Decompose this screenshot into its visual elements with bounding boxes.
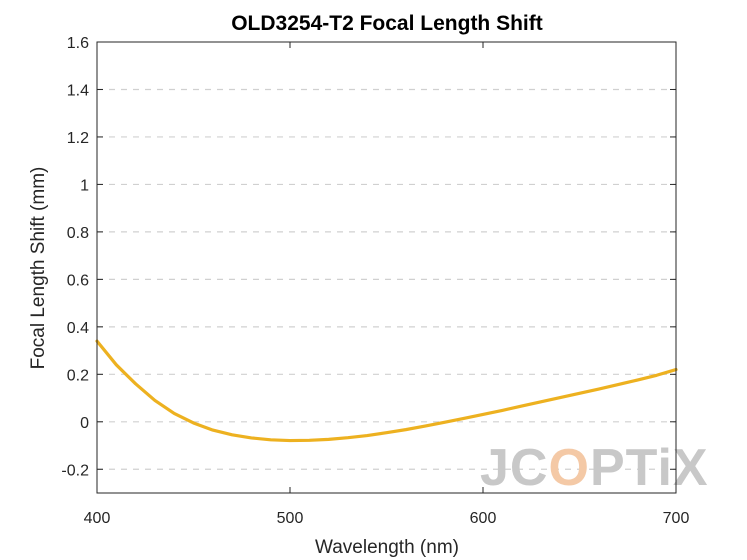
y-tick-label: 0.2 [67,367,89,384]
plot-frame [96,41,677,494]
y-tick-label: -0.2 [61,462,89,479]
y-gridlines [97,88,676,470]
focal-shift-line [95,339,678,443]
axis-ticks [96,41,677,493]
watermark-part: JC [480,439,548,497]
y-tick-label: 1.2 [67,130,89,147]
y-tick-label: 1.4 [67,82,89,99]
x-tick-label: 500 [277,510,304,527]
y-tick-label: 0.4 [67,320,89,337]
y-tick-label: 0.8 [67,225,89,242]
data-series [95,339,678,443]
x-tick-label: 400 [84,510,111,527]
jcoptix-watermark-logo: JCOPTiX [480,439,709,497]
chart-title: OLD3254-T2 Focal Length Shift [231,12,543,35]
y-axis-label: Focal Length Shift (mm) [28,167,49,370]
x-tick-labels: 400 500 600 700 [84,510,690,527]
watermark-part: O [548,439,589,497]
y-tick-label: 0 [80,415,89,432]
x-tick-label: 600 [470,510,497,527]
y-tick-labels: -0.2 0 0.2 0.4 0.6 0.8 1 1.2 1.4 1.6 [61,35,89,479]
y-tick-label: 1.6 [67,35,89,52]
y-tick-label: 1 [80,177,89,194]
y-tick-label: 0.6 [67,272,89,289]
watermark-part: PTiX [590,439,709,497]
x-tick-label: 700 [663,510,690,527]
x-axis-label: Wavelength (nm) [315,537,459,558]
